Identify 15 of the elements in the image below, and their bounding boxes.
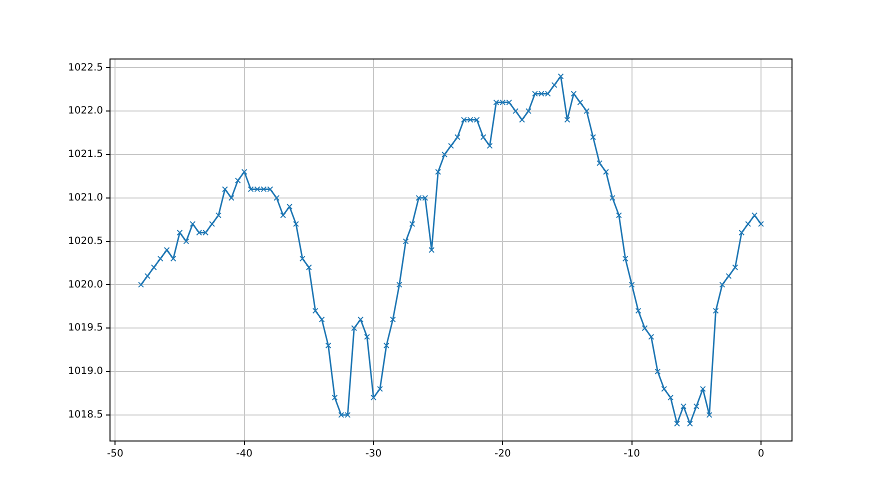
x-tick-label: -50 [106,448,124,460]
y-tick-label: 1020.5 [68,236,103,247]
x-tick-label: -30 [365,448,382,460]
x-tick-label: -20 [494,448,511,460]
y-tick-label: 1019.5 [68,322,103,334]
y-tick-label: 1020.0 [68,279,103,290]
x-tick-label: -10 [624,448,640,460]
y-tick-label: 1022.0 [68,106,103,117]
x-tick-label: 0 [758,448,764,460]
x-tick-label: -40 [236,448,253,460]
y-tick-label: 1022.5 [68,62,103,74]
y-tick-label: 1019.0 [68,366,103,378]
y-tick-label: 1021.0 [68,192,103,204]
y-tick-label: 1018.5 [68,410,103,421]
y-tick-label: 1021.5 [68,149,103,160]
